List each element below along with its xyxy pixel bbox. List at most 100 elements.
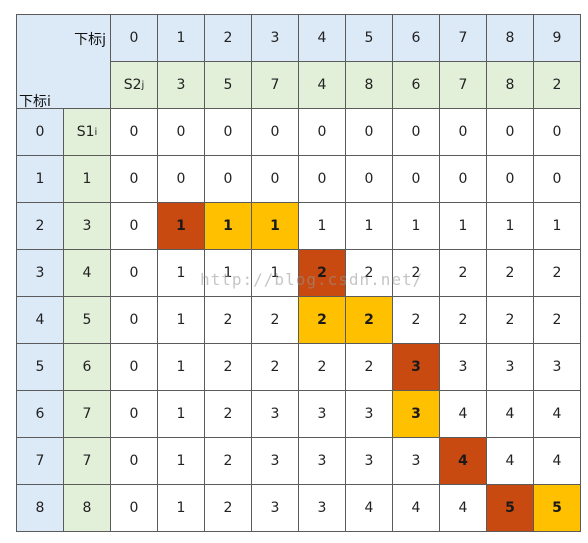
dp-cell: 1 (157, 249, 205, 297)
dp-cell: 2 (533, 296, 581, 344)
dp-cell: 3 (298, 437, 346, 485)
dp-cell: 3 (251, 390, 299, 438)
s1-value-cell: 6 (63, 343, 111, 391)
dp-cell: 1 (157, 296, 205, 344)
dp-cell: 2 (204, 437, 252, 485)
dp-cell: 3 (345, 390, 393, 438)
dp-cell: 2 (298, 343, 346, 391)
dp-cell: 0 (204, 108, 252, 156)
dp-cell: 1 (533, 202, 581, 250)
dp-cell: 0 (486, 155, 534, 203)
i-index-cell: 6 (16, 390, 64, 438)
dp-cell-highlight-orange: 2 (345, 296, 393, 344)
dp-cell: 2 (204, 296, 252, 344)
j-index-cell: 2 (204, 14, 252, 62)
i-index-cell: 2 (16, 202, 64, 250)
dp-cell: 4 (533, 437, 581, 485)
dp-cell: 0 (298, 155, 346, 203)
dp-cell: 1 (157, 437, 205, 485)
dp-cell: 0 (533, 155, 581, 203)
j-index-cell: 7 (439, 14, 487, 62)
j-index-cell: 6 (392, 14, 440, 62)
s1-value-cell: 3 (63, 202, 111, 250)
dp-cell-highlight-orange: 2 (298, 296, 346, 344)
dp-cell: 2 (204, 390, 252, 438)
dp-cell: 0 (157, 155, 205, 203)
dp-cell: 0 (110, 202, 158, 250)
dp-cell: 2 (204, 484, 252, 532)
dp-cell: 4 (486, 437, 534, 485)
s1-value-cell: 8 (63, 484, 111, 532)
dp-cell: 1 (157, 390, 205, 438)
dp-cell: 1 (439, 202, 487, 250)
s2-value-cell: 6 (392, 61, 440, 109)
s1-subscript: i (94, 126, 98, 138)
i-index-label: 下标i (19, 94, 51, 110)
dp-cell: 0 (392, 155, 440, 203)
dp-cell: 0 (110, 155, 158, 203)
s1-value-cell: 4 (63, 249, 111, 297)
i-index-cell: 1 (16, 155, 64, 203)
dp-cell-highlight-red: 2 (298, 249, 346, 297)
dp-cell: 1 (157, 343, 205, 391)
dp-cell: 0 (110, 390, 158, 438)
s2-value-cell: 7 (251, 61, 299, 109)
dp-cell: 3 (439, 343, 487, 391)
dp-cell: 2 (533, 249, 581, 297)
dp-cell: 0 (110, 343, 158, 391)
dp-cell: 1 (204, 249, 252, 297)
dp-cell: 4 (533, 390, 581, 438)
dp-cell: 1 (251, 249, 299, 297)
i-index-cell: 5 (16, 343, 64, 391)
dp-cell: 3 (533, 343, 581, 391)
s2-value-cell: 8 (486, 61, 534, 109)
dp-cell: 3 (251, 484, 299, 532)
dp-cell: 1 (298, 202, 346, 250)
s2-value-cell: 4 (298, 61, 346, 109)
dp-cell: 0 (392, 108, 440, 156)
dp-cell-highlight-orange: 5 (533, 484, 581, 532)
j-index-cell: 8 (486, 14, 534, 62)
s2-value-cell: 5 (204, 61, 252, 109)
dp-cell-highlight-red: 4 (439, 437, 487, 485)
dp-cell: 0 (533, 108, 581, 156)
dp-cell-highlight-red: 5 (486, 484, 534, 532)
dp-cell: 0 (110, 437, 158, 485)
dp-cell-highlight-orange: 1 (251, 202, 299, 250)
dp-cell: 1 (486, 202, 534, 250)
j-index-cell: 0 (110, 14, 158, 62)
s2-value-cell: 3 (157, 61, 205, 109)
dp-cell: 1 (345, 202, 393, 250)
dp-cell: 2 (204, 343, 252, 391)
dp-cell: 0 (204, 155, 252, 203)
s1-value-cell: 5 (63, 296, 111, 344)
dp-cell: 0 (439, 108, 487, 156)
dp-cell: 0 (486, 108, 534, 156)
dp-cell-highlight-orange: 3 (392, 390, 440, 438)
i-index-cell: 3 (16, 249, 64, 297)
dp-cell: 2 (486, 296, 534, 344)
dp-cell: 0 (157, 108, 205, 156)
dp-cell-highlight-red: 3 (392, 343, 440, 391)
dp-cell: 1 (392, 202, 440, 250)
j-index-label: 下标j (74, 32, 106, 48)
dp-cell: 3 (486, 343, 534, 391)
dp-cell: 2 (345, 343, 393, 391)
i-index-cell: 7 (16, 437, 64, 485)
s2-value-cell: 2 (533, 61, 581, 109)
dp-cell: 2 (345, 249, 393, 297)
dp-cell: 0 (251, 108, 299, 156)
dp-cell: 0 (345, 155, 393, 203)
dp-cell: 2 (392, 296, 440, 344)
dp-cell: 0 (345, 108, 393, 156)
s1-value-cell: 7 (63, 390, 111, 438)
dp-cell: 3 (298, 484, 346, 532)
j-index-cell: 1 (157, 14, 205, 62)
s2-value-cell: 8 (345, 61, 393, 109)
dp-cell: 0 (110, 108, 158, 156)
dp-cell: 3 (251, 437, 299, 485)
i-index-cell: 8 (16, 484, 64, 532)
dp-cell: 4 (439, 390, 487, 438)
s2-subscript: j (141, 79, 145, 91)
